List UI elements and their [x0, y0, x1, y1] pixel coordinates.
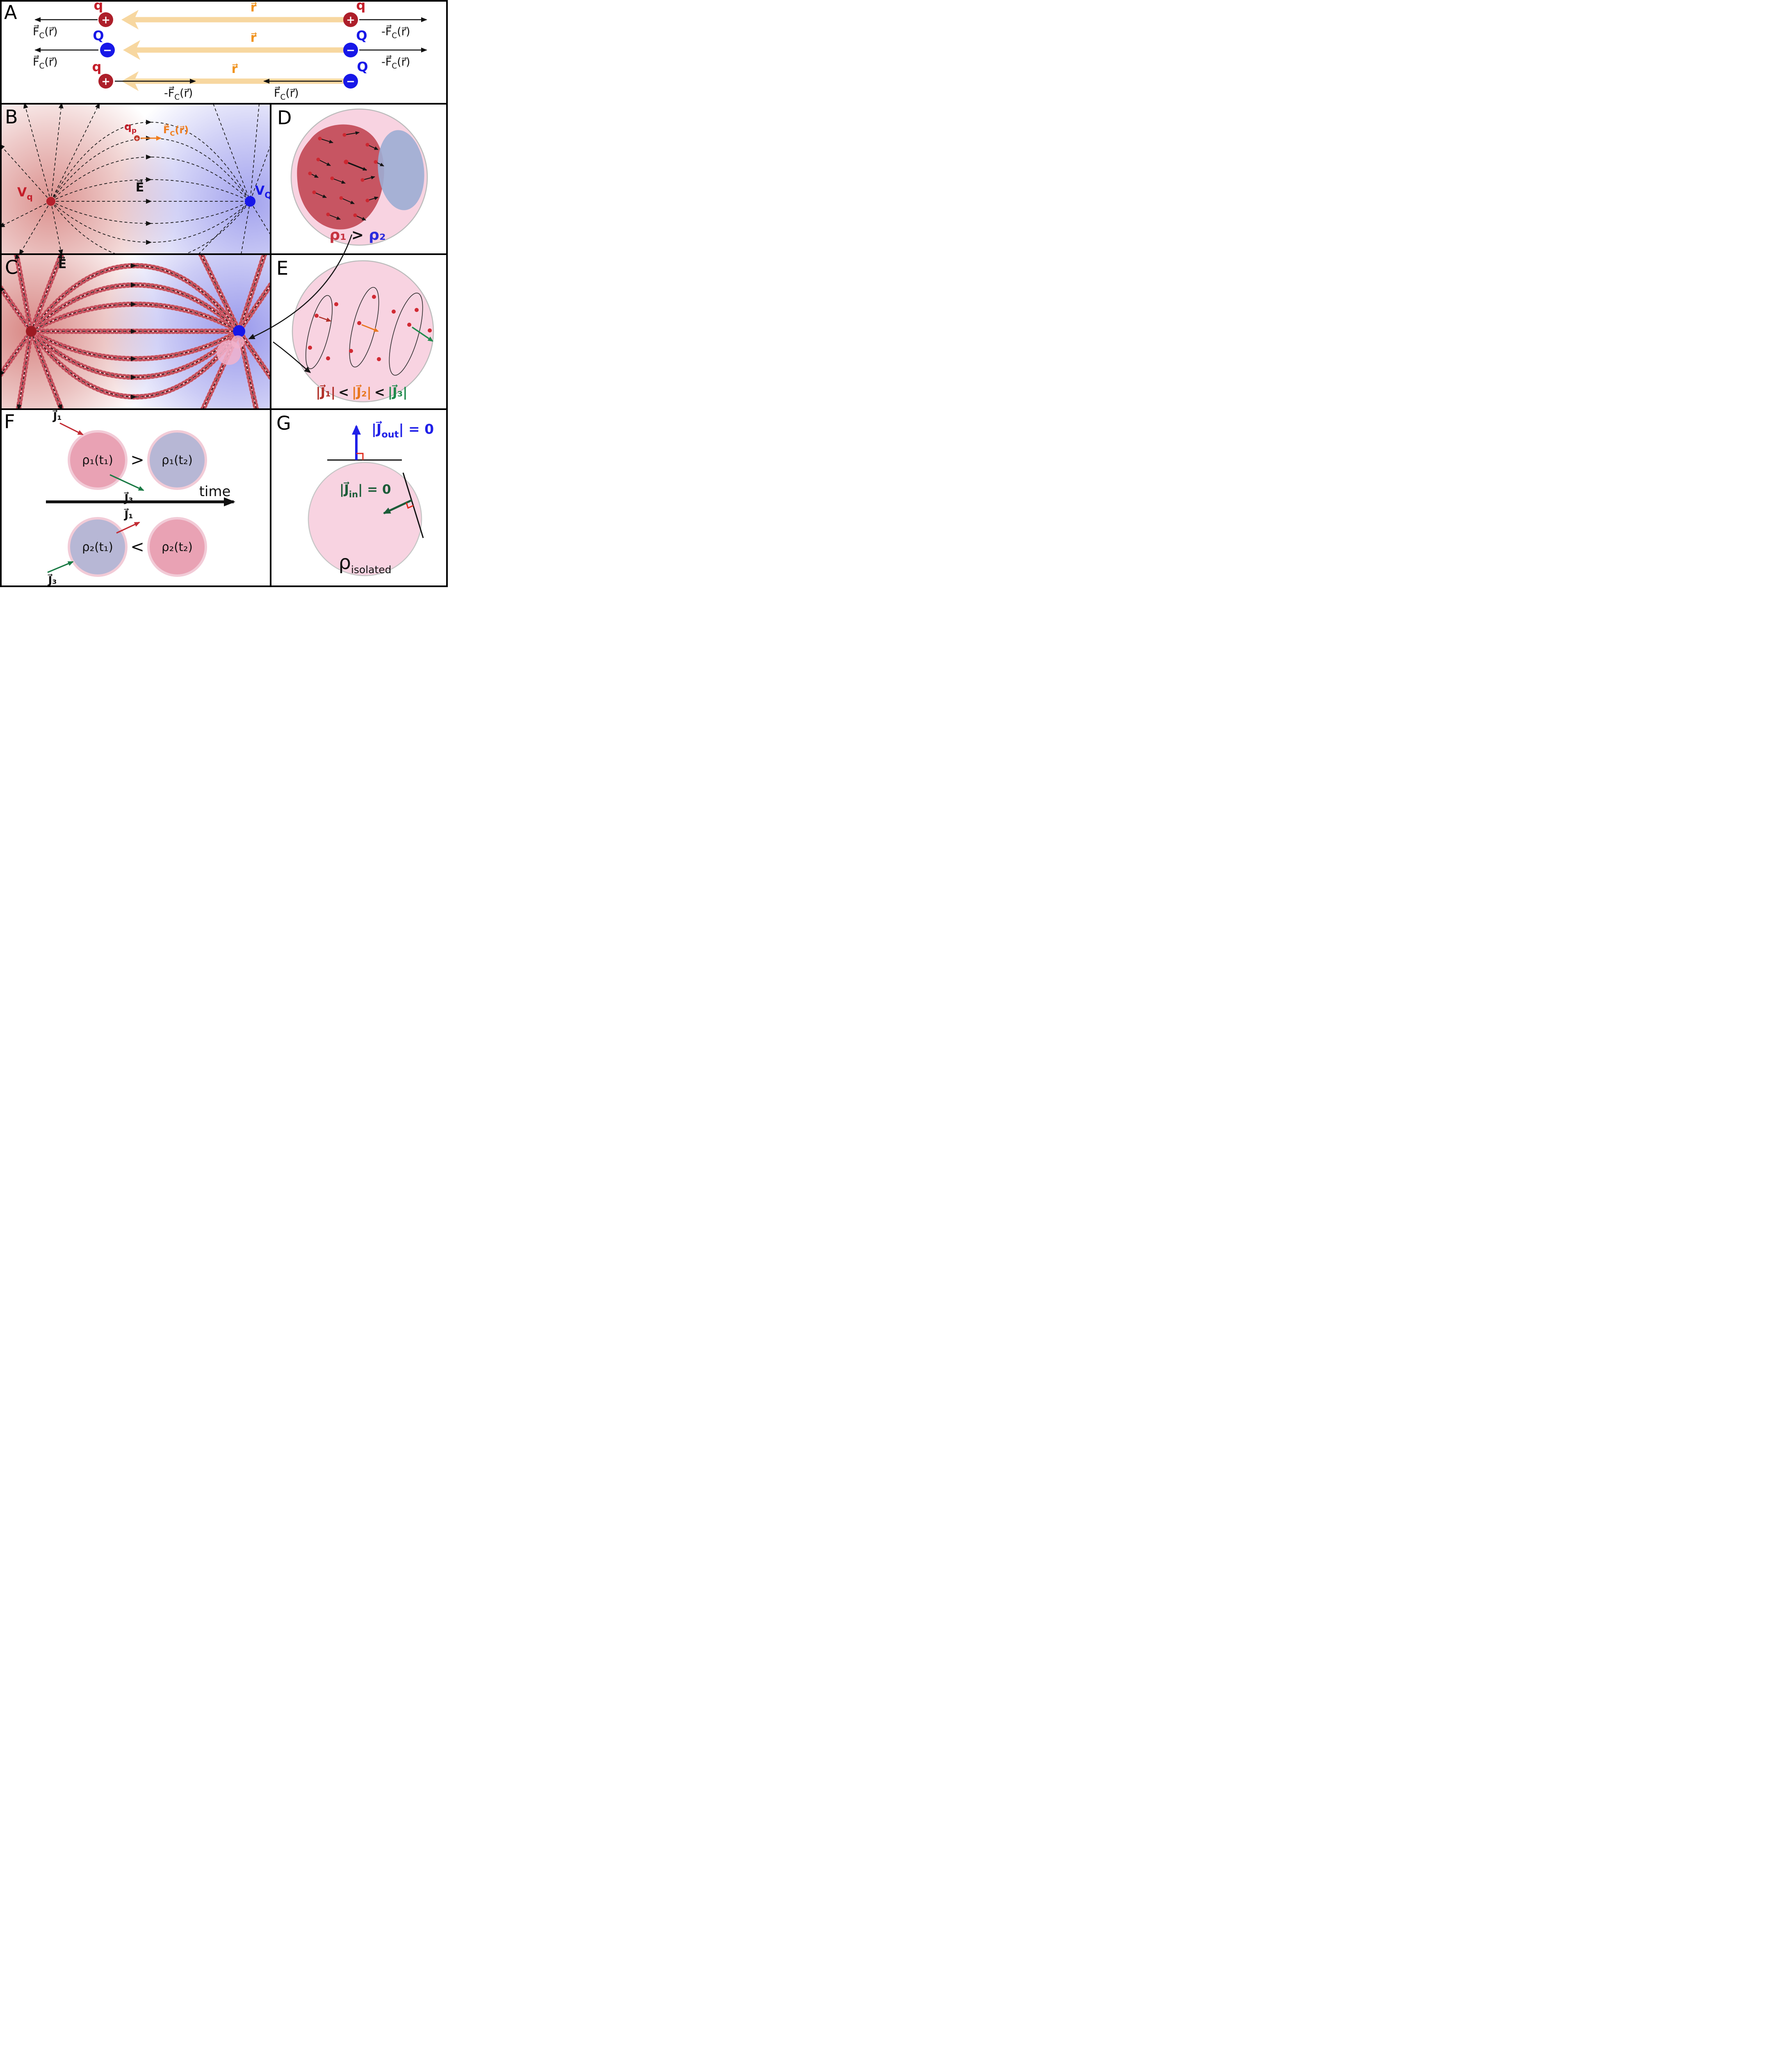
charge-label: q	[356, 0, 366, 13]
positive-charge	[343, 12, 358, 27]
negative-charge	[100, 43, 115, 57]
row-negative-negative: r⃗ − − Q Q F⃗C(r⃗) -F⃗C(r⃗)	[33, 28, 427, 71]
j-in-arrow	[383, 499, 413, 515]
negative-source-charge	[245, 196, 255, 207]
panel-d-letter: D	[277, 107, 292, 129]
positive-source-charge	[26, 326, 36, 337]
charge-label: Q	[356, 28, 367, 43]
separation-arrowhead	[121, 10, 139, 30]
charge-label: q	[94, 0, 103, 13]
force-label-attract-left: -F⃗C(r⃗)	[164, 86, 193, 102]
panel-b-letter: B	[5, 106, 18, 128]
charge-sign: +	[101, 75, 110, 88]
test-charge-sign: +	[135, 136, 139, 141]
density-comparison-label: ρ₁ > ρ₂	[329, 227, 385, 244]
charge-label: Q	[357, 59, 368, 75]
separation-label: r⃗	[251, 31, 257, 45]
test-charge-label: qp	[124, 121, 137, 135]
j3-arrow	[412, 326, 433, 342]
row-positive-positive: r⃗ + + q q F⃗C(r⃗) -F⃗C(r⃗)	[33, 0, 427, 40]
charge-label: q	[92, 59, 102, 75]
charge-sign: −	[103, 44, 112, 57]
potential-q-label: Vq	[17, 185, 33, 202]
row-positive-negative: r⃗ + − q Q -F⃗C(r⃗) F⃗C(r⃗)	[92, 59, 368, 102]
rho1-t2-region	[147, 430, 207, 490]
conductor-region	[292, 260, 434, 403]
positive-charge	[98, 12, 113, 27]
panel-c-charge-tubes: E⃗ C	[0, 254, 271, 409]
charge-sign: −	[346, 44, 355, 57]
j-in-label: |J⃗in| = 0	[340, 481, 391, 499]
negative-source-charge	[233, 325, 245, 337]
j1-out-arrow	[116, 522, 140, 534]
j2-arrow	[361, 324, 379, 332]
current-comparison-label: |J⃗₁| < |J⃗₂| < |J⃗₃|	[316, 384, 407, 400]
field-lines-inward	[198, 104, 271, 254]
rho2-t1-label: ρ₂(t₁)	[82, 540, 113, 554]
rho2-t2-region	[147, 517, 207, 577]
force-label-right: -F⃗C(r⃗)	[381, 25, 410, 40]
force-label-left: F⃗C(r⃗)	[33, 25, 58, 40]
e-field-label: E⃗	[136, 180, 144, 195]
greater-than: >	[130, 451, 144, 469]
panel-e-current-density: |J⃗₁| < |J⃗₂| < |J⃗₃| E	[271, 254, 448, 409]
j3-label-top: J⃗₃	[123, 492, 133, 505]
j1-label-top: J⃗₁	[52, 410, 62, 423]
zoom-region-blob	[217, 335, 244, 365]
right-angle-side	[406, 502, 414, 509]
charge-sign: +	[101, 14, 110, 26]
panel-g-letter: G	[276, 412, 291, 434]
rho2-t1-region	[68, 517, 128, 577]
figure-page: A r⃗ + + q q F⃗C(r⃗) -F⃗C(r⃗) r⃗ −	[0, 0, 448, 587]
low-density-blob	[378, 130, 424, 210]
panel-c-letter: C	[5, 256, 18, 278]
j1-in-arrow	[59, 422, 84, 435]
charge-sign: −	[346, 75, 355, 88]
field-lines-outward	[0, 104, 100, 254]
panel-g-isolated: |J⃗out| = 0 |J⃗in| = 0 ρisolated G	[271, 409, 448, 587]
j3-label-bottom: J⃗₃	[47, 574, 57, 587]
j-out-label: |J⃗out| = 0	[372, 421, 434, 440]
positive-charge	[98, 74, 113, 89]
charge-dots	[308, 133, 378, 217]
positive-source-charge	[46, 197, 55, 206]
right-angle-top	[356, 453, 364, 460]
test-charge-group: + qp F⃗C(r⃗)	[124, 121, 189, 141]
separation-arrowhead	[123, 40, 140, 60]
charge-sign: +	[346, 14, 355, 26]
time-label: time	[199, 483, 231, 500]
panel-d-charge-density: ρ₁ > ρ₂ D	[271, 104, 448, 254]
potential-Q-label: VQ	[255, 184, 271, 200]
panel-f-letter: F	[4, 410, 15, 433]
panel-f-time-evolution: time ρ₁(t₁) ρ₁(t₂) > ρ₂(t₁) ρ₂(t₂) < J⃗₁…	[0, 409, 271, 587]
coulomb-force-label: F⃗C(r⃗)	[163, 124, 189, 137]
charge-label: Q	[93, 28, 104, 43]
rho-isolated-label: ρisolated	[338, 551, 391, 576]
j1-label-bottom: J⃗₁	[123, 508, 133, 521]
panel-e-letter: E	[276, 257, 288, 279]
rho2-t2-label: ρ₂(t₂)	[162, 540, 193, 554]
panel-a-letter: A	[4, 1, 17, 23]
negative-charge	[343, 74, 358, 89]
force-label-right: -F⃗C(r⃗)	[381, 55, 410, 71]
rho1-t2-label: ρ₁(t₂)	[162, 453, 193, 467]
separation-label: r⃗	[251, 0, 257, 15]
negative-charge	[343, 43, 358, 57]
j3-out-arrow	[109, 474, 144, 491]
rho1-t1-region	[68, 430, 128, 490]
isolated-region	[308, 462, 422, 576]
panel-b-field-lines: + qp F⃗C(r⃗) Vq VQ E⃗ B	[0, 104, 271, 254]
test-charge	[134, 135, 140, 141]
e-field-label: E⃗	[58, 257, 67, 271]
less-than: <	[130, 538, 144, 556]
rho1-t1-label: ρ₁(t₁)	[82, 453, 113, 467]
force-label-left: F⃗C(r⃗)	[33, 55, 58, 71]
separation-label: r⃗	[232, 62, 238, 76]
high-density-blob	[297, 124, 384, 230]
force-label-attract-right: F⃗C(r⃗)	[274, 86, 299, 102]
moving-charges	[310, 131, 384, 221]
panel-a-coulomb-forces: A r⃗ + + q q F⃗C(r⃗) -F⃗C(r⃗) r⃗ −	[4, 0, 427, 102]
j3-in-arrow	[47, 561, 74, 573]
field-line-bundle	[50, 120, 251, 254]
